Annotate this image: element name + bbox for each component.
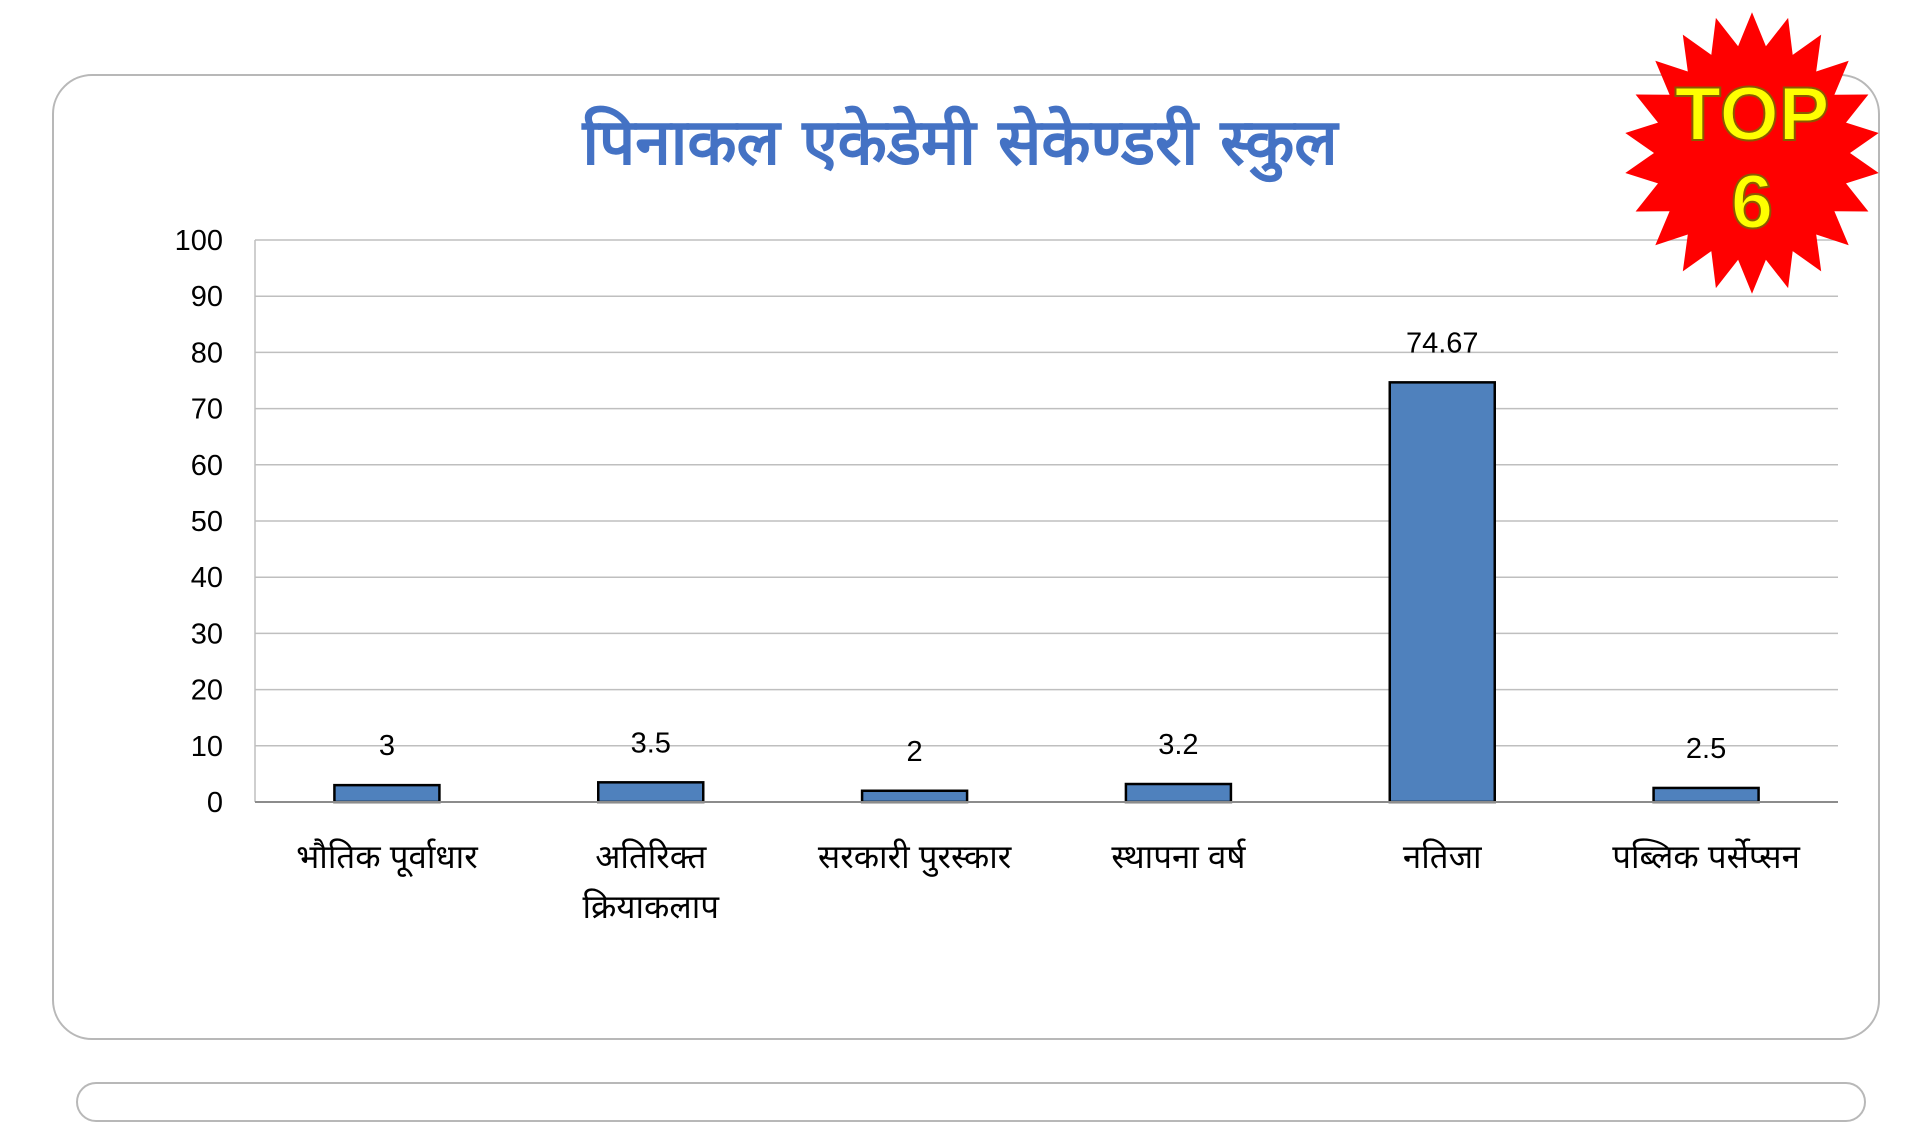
y-tick-label: 30: [191, 618, 223, 650]
data-label: 3: [379, 730, 395, 762]
y-tick-label: 60: [191, 450, 223, 482]
y-tick-label: 90: [191, 281, 223, 313]
bar: [1652, 786, 1760, 804]
data-label: 2: [907, 736, 923, 768]
bar: [333, 783, 441, 804]
y-tick-label: 100: [175, 225, 223, 257]
data-label: 2.5: [1686, 733, 1726, 765]
x-category-label: सरकारी पुरस्कार: [818, 838, 1012, 877]
x-category-label: क्रियाकलाप: [582, 888, 720, 925]
y-tick-label: 20: [191, 675, 223, 707]
y-tick-label: 50: [191, 506, 223, 538]
bar-chart: 0 10 20 30 40 50 60 70 80 90 100 3 भौतिक पूर्वाधार 3.…: [175, 225, 1838, 925]
bar: [1388, 381, 1496, 804]
badge-line1: TOP: [1675, 72, 1830, 157]
data-label: 74.67: [1406, 327, 1479, 359]
data-label: 3.2: [1158, 729, 1198, 761]
y-tick-label: 0: [207, 787, 223, 819]
top-6-badge: TOP 6: [1625, 12, 1879, 294]
x-category-label: पब्लिक पर्सेप्सन: [1612, 838, 1800, 875]
bar: [1124, 782, 1233, 804]
y-tick-label: 70: [191, 394, 223, 426]
chart-title: पिनाकल एकेडेमी सेकेण्डरी स्कुल: [582, 106, 1338, 180]
badge-line2: 6: [1731, 160, 1773, 245]
x-category-label: अतिरिक्त: [595, 838, 707, 875]
x-category-label: नतिजा: [1403, 838, 1483, 875]
chart-card: [52, 74, 1880, 1040]
y-tick-label: 80: [191, 337, 223, 369]
y-tick-label: 40: [191, 562, 223, 594]
bar: [597, 781, 705, 804]
x-category-label: स्थापना वर्ष: [1111, 838, 1246, 875]
bar: [860, 789, 969, 804]
next-card-edge: [76, 1082, 1866, 1122]
y-tick-label: 10: [191, 731, 223, 763]
data-label: 3.5: [631, 727, 671, 759]
x-category-label: भौतिक पूर्वाधार: [296, 838, 478, 878]
badge-star-shape: [1625, 12, 1879, 294]
